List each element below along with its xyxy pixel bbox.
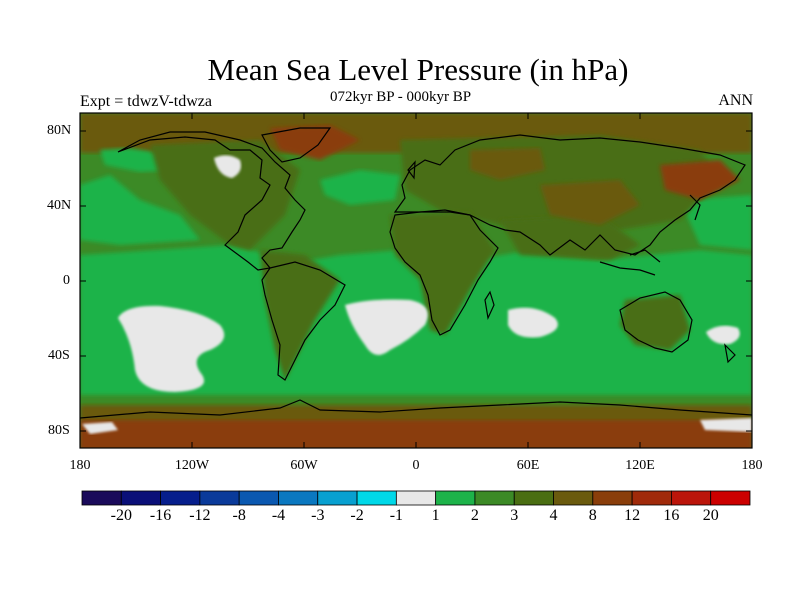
- colorbar-label: -8: [232, 507, 246, 524]
- field-natl-green: [320, 170, 400, 205]
- colorbar-label: -1: [389, 507, 404, 524]
- coastlines: [80, 127, 752, 419]
- field-europe-high: [470, 148, 545, 180]
- colorbar-box: [278, 490, 319, 506]
- field-hudson-neutral: [214, 155, 241, 178]
- colorbar-box: [317, 490, 358, 506]
- coast-africa: [389, 211, 499, 336]
- colorbar-label: -16: [149, 507, 172, 524]
- coast-madagascar: [484, 290, 495, 321]
- season-label: ANN: [718, 92, 753, 109]
- coast-antarctica: [80, 399, 752, 419]
- colorbar-box: [395, 490, 437, 506]
- colorbar-label: 4: [549, 507, 558, 524]
- chart-title: Mean Sea Level Pressure (in hPa): [207, 52, 629, 87]
- lat-label-40n: 40N: [47, 198, 72, 213]
- coast-japan: [689, 194, 701, 221]
- lon-label-120w: 120W: [174, 458, 210, 473]
- colorbar-label: 2: [470, 507, 479, 524]
- coast-uk: [407, 160, 416, 180]
- colorbar-label: 8: [588, 507, 597, 524]
- lat-label-0: 0: [63, 273, 70, 288]
- pressure-field: [80, 113, 752, 448]
- colorbar-label: 20: [702, 507, 719, 524]
- colorbar-box: [592, 490, 633, 506]
- field-tibet: [540, 180, 640, 225]
- experiment-label: Expt = tdwzV-tdwza: [80, 93, 212, 110]
- colorbar-box: [199, 490, 240, 506]
- lon-label-60e: 60E: [516, 458, 540, 473]
- lon-label-180w: 180: [69, 458, 91, 473]
- colorbar-box: [710, 490, 751, 506]
- coast-new-zealand: [724, 343, 736, 364]
- coast-greenland: [261, 127, 332, 163]
- colorbar-box: [435, 490, 476, 506]
- colorbar-box: [81, 490, 122, 506]
- field-spac-neutral: [118, 305, 225, 392]
- colorbar-box: [631, 490, 672, 506]
- coast-indonesia: [599, 249, 661, 276]
- field-antarctic-neutral-e: [700, 418, 752, 432]
- colorbar-box: [160, 490, 201, 506]
- coast-eurasia: [393, 134, 746, 256]
- lat-label-80s: 80S: [48, 423, 70, 438]
- coast-north-america: [117, 131, 306, 271]
- colorbar-label: 1: [431, 507, 440, 524]
- lon-label-120e: 120E: [625, 458, 655, 473]
- colorbar-box: [513, 490, 554, 506]
- coast-australia: [619, 291, 693, 353]
- axis-ticks: [80, 113, 752, 448]
- colorbar-label: -2: [350, 507, 364, 524]
- colorbar-label: 16: [663, 507, 680, 524]
- field-tasman-neutral: [706, 325, 740, 345]
- colorbar-box: [671, 490, 712, 506]
- field-npac-green-2: [680, 195, 752, 250]
- lon-label-180e: 180: [741, 458, 763, 473]
- colorbar-label: -4: [271, 507, 286, 524]
- field-npac-green: [80, 175, 200, 245]
- colorbar-box: [474, 490, 515, 506]
- colorbar-label: -20: [110, 507, 132, 524]
- field-australia: [620, 295, 690, 350]
- field-sio-neutral: [508, 307, 558, 338]
- field-indian-belt: [500, 215, 640, 260]
- chart-subtitle: 072kyr BP - 000kyr BP: [330, 89, 472, 105]
- colorbar-box: [238, 490, 279, 506]
- field-satl-neutral: [345, 299, 428, 355]
- lat-label-40s: 40S: [48, 348, 70, 363]
- coast-south-america: [261, 261, 346, 381]
- field-arctic-strip: [270, 125, 360, 160]
- colorbar-box: [553, 490, 594, 506]
- lon-label-0: 0: [412, 458, 420, 473]
- colorbar-box: [356, 490, 397, 506]
- colorbar-label: 12: [624, 507, 641, 524]
- field-antarctic-neutral-w: [82, 422, 118, 434]
- colorbar-box: [120, 490, 161, 506]
- field-namerica: [150, 140, 300, 250]
- colorbar: [81, 490, 751, 506]
- colorbar-label: -12: [189, 507, 211, 524]
- lon-label-60w: 60W: [290, 458, 318, 473]
- colorbar-label: 3: [510, 507, 519, 524]
- lat-label-80n: 80N: [47, 123, 72, 138]
- field-africa: [390, 212, 495, 335]
- colorbar-label: -3: [311, 507, 325, 524]
